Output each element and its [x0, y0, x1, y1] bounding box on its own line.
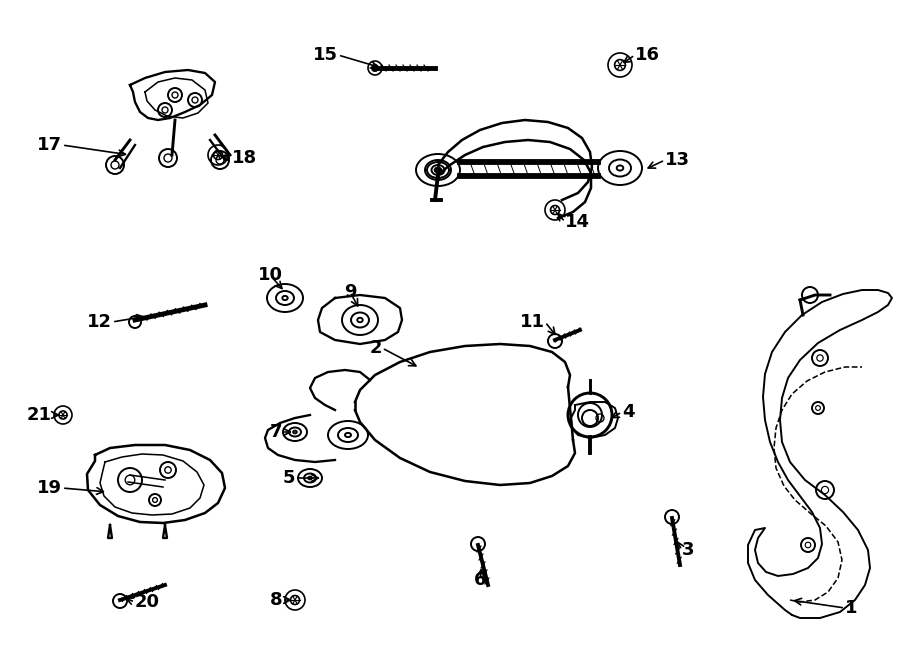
- Text: 10: 10: [257, 266, 283, 284]
- Text: 20: 20: [135, 593, 160, 611]
- Text: 14: 14: [565, 213, 590, 231]
- Text: 16: 16: [635, 46, 660, 64]
- Text: 21: 21: [27, 406, 52, 424]
- Text: 17: 17: [37, 136, 62, 154]
- Text: 4: 4: [622, 403, 634, 421]
- Text: 2: 2: [370, 339, 382, 357]
- Text: 19: 19: [37, 479, 62, 497]
- Text: 1: 1: [845, 599, 858, 617]
- Text: 5: 5: [283, 469, 295, 487]
- Text: 6: 6: [473, 571, 486, 589]
- Text: 3: 3: [682, 541, 695, 559]
- Text: 15: 15: [313, 46, 338, 64]
- Text: 13: 13: [665, 151, 690, 169]
- Text: 8: 8: [269, 591, 282, 609]
- Text: 12: 12: [87, 313, 112, 331]
- Text: 9: 9: [344, 283, 356, 301]
- Text: 7: 7: [269, 423, 282, 441]
- Text: 11: 11: [520, 313, 545, 331]
- Text: 18: 18: [232, 149, 257, 167]
